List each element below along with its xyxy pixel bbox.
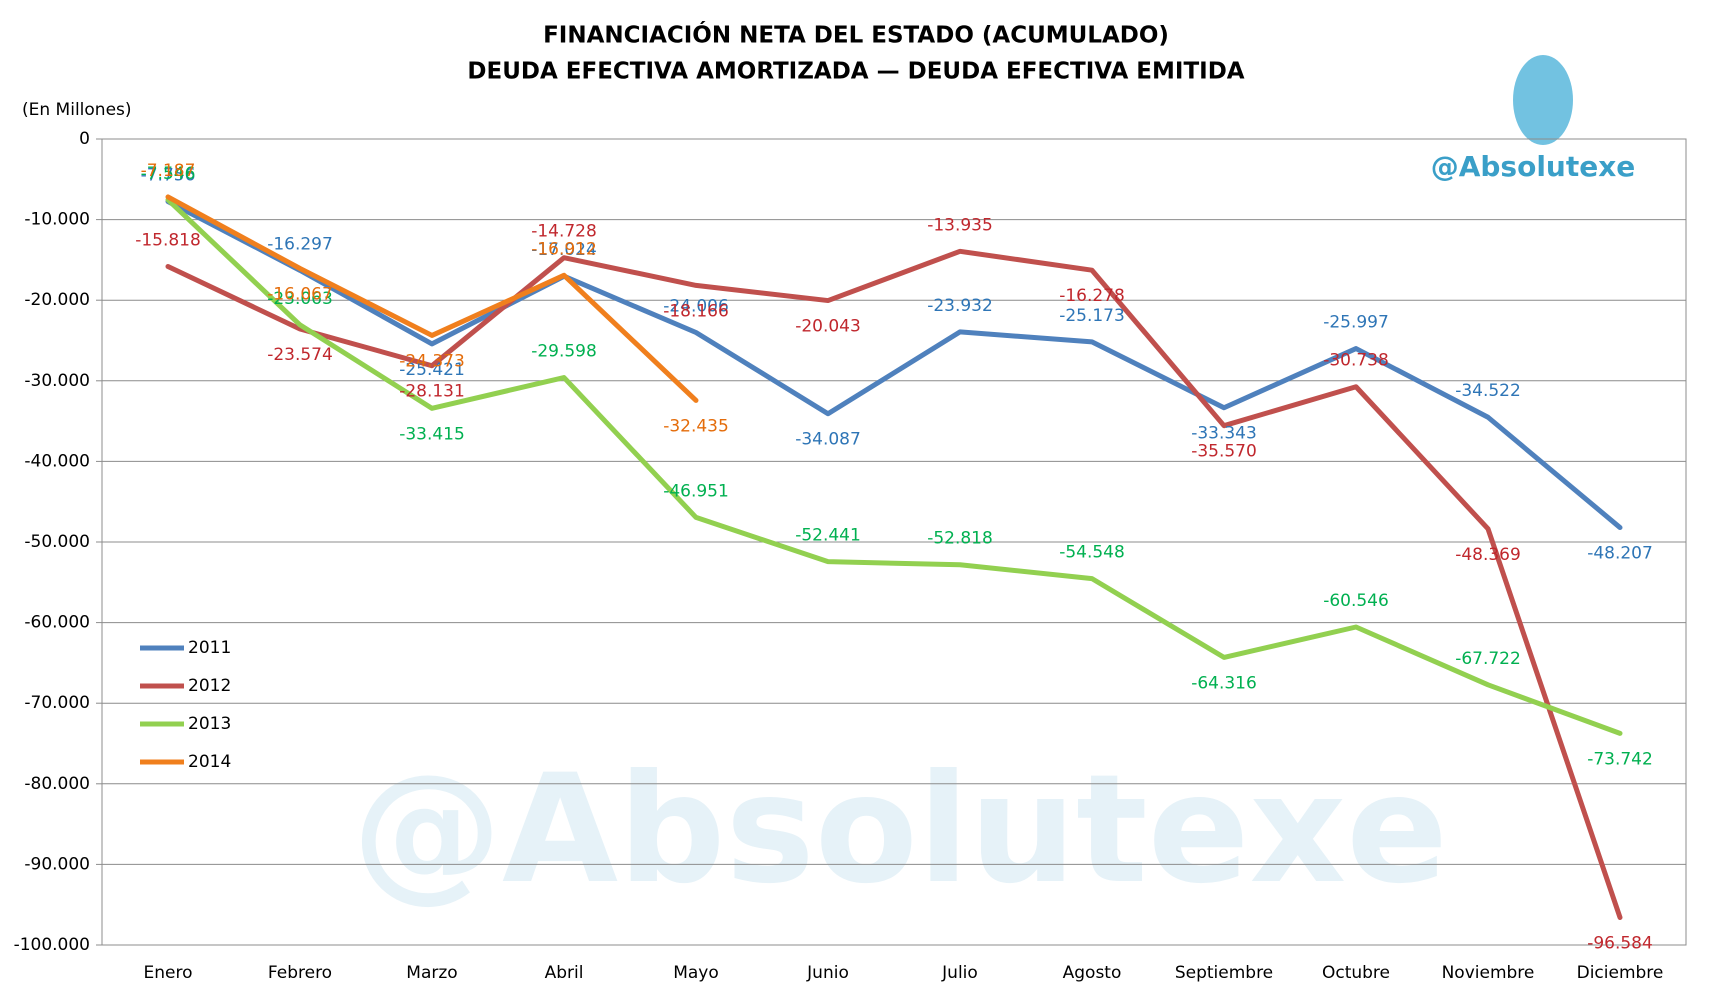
y-axis-label: (En Millones) <box>22 100 132 120</box>
y-tick-label: -30.000 <box>24 371 90 391</box>
x-tick-label: Octubre <box>1322 963 1390 983</box>
y-tick-label: -90.000 <box>24 854 90 874</box>
data-label: -67.722 <box>1455 649 1521 669</box>
data-label: -64.316 <box>1191 673 1257 693</box>
data-label: -34.087 <box>795 430 861 450</box>
data-label: -23.932 <box>927 296 993 316</box>
data-label: -33.343 <box>1191 424 1257 444</box>
data-label: -15.818 <box>135 230 201 250</box>
data-label: -35.570 <box>1191 442 1257 462</box>
data-label: -34.522 <box>1455 381 1521 401</box>
data-label: -16.278 <box>1059 286 1125 306</box>
data-label: -16.912 <box>531 239 597 259</box>
legend-label: 2013 <box>188 714 231 734</box>
data-label: -33.415 <box>399 424 465 444</box>
legend-label: 2014 <box>188 752 231 772</box>
data-label: -32.435 <box>663 416 729 436</box>
brand: @Absolutexe <box>1431 150 1636 183</box>
y-tick-label: -80.000 <box>24 774 90 794</box>
data-label: -16.067 <box>267 285 333 305</box>
data-label: -17.024 <box>531 240 597 260</box>
x-tick-label: Noviembre <box>1442 963 1535 983</box>
data-label: -60.546 <box>1323 591 1389 611</box>
y-tick-label: -60.000 <box>24 613 90 633</box>
x-tick-label: Abril <box>545 963 584 983</box>
data-label: -52.441 <box>795 526 861 546</box>
legend-label: 2012 <box>188 676 231 696</box>
data-label: -54.548 <box>1059 543 1125 563</box>
data-label: -96.584 <box>1587 933 1653 953</box>
data-label: -16.297 <box>267 234 333 254</box>
plot-border <box>101 138 1687 946</box>
data-label: -52.818 <box>927 529 993 549</box>
data-label: -73.742 <box>1587 749 1653 769</box>
watermark: @Absolutexe <box>352 743 1448 917</box>
x-tick-label: Diciembre <box>1577 963 1664 983</box>
y-tick-label: -40.000 <box>24 451 90 471</box>
data-label: -48.207 <box>1587 544 1653 564</box>
series-line <box>165 248 1623 920</box>
x-tick-label: Agosto <box>1063 963 1122 983</box>
x-tick-label: Septiembre <box>1175 963 1273 983</box>
chart-subtitle: DEUDA EFECTIVA AMORTIZADA — DEUDA EFECTI… <box>467 59 1244 85</box>
data-label: -46.951 <box>663 481 729 501</box>
data-label: -30.738 <box>1323 351 1389 371</box>
data-label: -28.131 <box>399 382 465 402</box>
data-label: -13.935 <box>927 215 993 235</box>
data-label: -23.063 <box>267 289 333 309</box>
data-label: -7.187 <box>141 161 196 181</box>
series-line <box>165 197 1623 736</box>
data-label: -7.756 <box>141 166 196 186</box>
y-tick-label: -20.000 <box>24 290 90 310</box>
logo <box>1513 55 1573 145</box>
data-label: -25.173 <box>1059 306 1125 326</box>
y-tick-label: 0 <box>79 129 90 149</box>
chart-title: FINANCIACIÓN NETA DEL ESTADO (ACUMULADO) <box>543 21 1169 49</box>
x-tick-label: Enero <box>144 963 193 983</box>
series-line <box>165 194 699 403</box>
x-tick-label: Julio <box>941 963 978 983</box>
data-label: -24.373 <box>399 351 465 371</box>
legend-label: 2011 <box>188 638 231 658</box>
y-tick-label: -70.000 <box>24 693 90 713</box>
data-label: -14.728 <box>531 222 597 242</box>
data-label: -29.598 <box>531 342 597 362</box>
x-tick-label: Junio <box>806 963 849 983</box>
y-tick-label: -50.000 <box>24 532 90 552</box>
data-label: -48.369 <box>1455 545 1521 565</box>
x-tick-label: Febrero <box>268 963 332 983</box>
y-tick-label: -10.000 <box>24 210 90 230</box>
x-tick-label: Mayo <box>673 963 719 983</box>
data-label: -24.006 <box>663 296 729 316</box>
data-label: -23.574 <box>267 345 333 365</box>
y-tick-label: -100.000 <box>14 935 90 955</box>
x-tick-label: Marzo <box>406 963 457 983</box>
data-label: -25.421 <box>399 360 465 380</box>
data-label: -25.997 <box>1323 313 1389 333</box>
series-line <box>165 199 1623 531</box>
data-label: -18.166 <box>663 301 729 321</box>
data-label: -7.546 <box>141 164 196 184</box>
data-label: -20.043 <box>795 317 861 337</box>
